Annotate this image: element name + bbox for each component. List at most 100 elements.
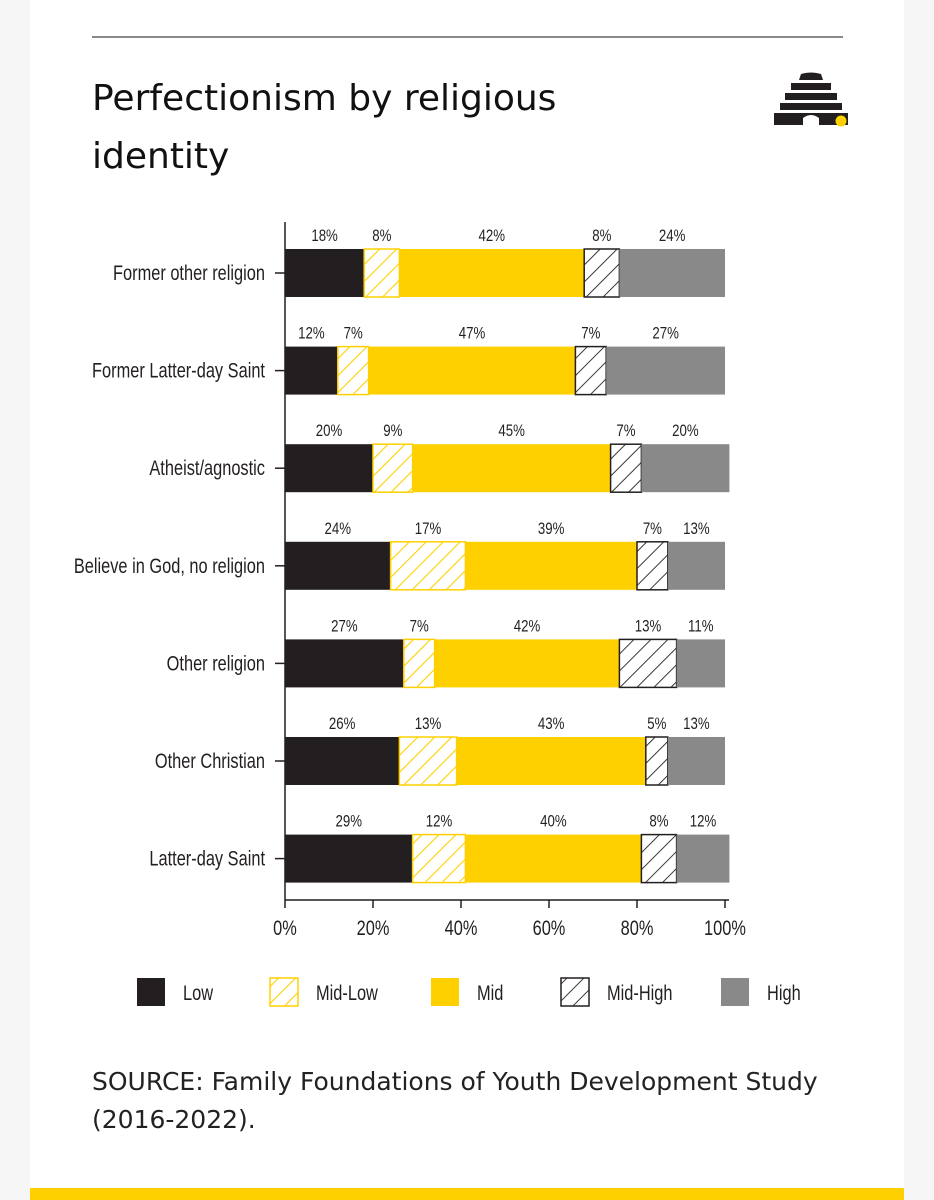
data-label: 7% [344,324,363,343]
data-label: 7% [410,617,429,636]
data-label: 13% [683,715,710,734]
category-label: Former Latter-day Saint [92,359,266,382]
category-label: Other Christian [155,749,265,772]
data-label: 40% [540,812,567,831]
bar-segment-low [285,639,404,688]
data-label: 20% [672,422,699,441]
data-label: 13% [635,617,662,636]
data-label: 42% [479,227,506,246]
data-label: 18% [311,227,338,246]
data-label: 9% [383,422,402,441]
data-label: 7% [643,519,662,538]
data-label: 29% [336,812,363,831]
bar-segment-mid [465,541,637,590]
bar-segment-mid-low [337,345,370,396]
category-label: Believe in God, no religion [74,554,265,577]
category-label: Other religion [167,651,265,674]
data-label: 7% [616,422,635,441]
x-tick-label: 20% [357,916,390,939]
bar-segment-mid-low [363,248,401,298]
source-note: SOURCE: Family Foundations of Youth Deve… [92,1067,818,1134]
bar-segment-low [285,737,400,785]
bar-segment-high [667,737,725,785]
legend-label: Low [183,981,213,1004]
bar-segment-mid-high [645,736,669,786]
x-tick-label: 80% [621,916,654,939]
data-label: 43% [538,715,565,734]
chart-title: Perfectionism by religious identity [92,78,557,177]
data-label: 8% [372,227,391,246]
x-tick-label: 60% [533,916,566,939]
data-label: 26% [329,715,356,734]
bar-segment-low [285,834,413,883]
data-label: 11% [688,617,714,636]
bar-segment-mid-low [403,638,436,689]
data-label: 7% [581,324,600,343]
data-label: 20% [316,422,343,441]
data-label: 17% [415,519,442,538]
data-label: 13% [683,519,710,538]
legend-swatch-mid [431,978,459,1006]
bar-segment-mid-high [636,541,669,591]
bar-segment-low [285,346,338,395]
beehive-logo-icon [774,72,848,127]
x-tick-label: 40% [445,916,478,939]
legend-swatch-mid-low [269,977,299,1007]
legend-label: Mid-Low [316,981,378,1004]
bar-segment-mid [465,834,642,883]
bar-segment-low [285,541,391,590]
top-divider [92,36,843,38]
legend-swatch-mid-high [560,977,590,1007]
bar-segment-high [619,249,725,297]
bar-segment-mid-low [411,833,467,884]
data-label: 8% [592,227,611,246]
data-label: 24% [325,519,352,538]
legend-swatch-high [721,978,749,1006]
data-label: 45% [498,422,525,441]
data-label: 42% [514,617,541,636]
data-label: 39% [538,519,565,538]
data-label: 24% [659,227,686,246]
category-label: Latter-day Saint [149,847,265,870]
bar-segment-low [285,249,365,297]
bar-segment-mid [412,444,611,493]
data-label: 27% [652,324,679,343]
bar-segment-mid-high [583,248,621,298]
bar-segment-high [676,834,730,883]
data-label: 27% [331,617,358,636]
x-tick-label: 100% [704,916,746,939]
chart-card: Perfectionism by religious identity SOUR… [30,0,904,1200]
bar-segment-mid [368,346,576,395]
bar-segment-mid-high [618,638,678,689]
legend-label: Mid-High [607,981,673,1004]
data-label: 8% [649,812,668,831]
bar-segment-mid [456,737,646,785]
category-label: Former other religion [113,261,265,284]
bar-segment-mid-low [389,541,467,591]
accent-bar [30,1188,904,1200]
legend-label: Mid [477,981,503,1004]
bar-segment-mid-high [609,443,643,493]
data-label: 12% [690,812,717,831]
x-tick-label: 0% [273,916,297,939]
data-label: 47% [459,324,486,343]
data-label: 12% [298,324,325,343]
bar-segment-high [641,444,730,493]
bar-segment-mid-high [640,833,678,884]
bar-segment-mid [434,639,620,688]
bars-layer: Former other religion 18% 8% 42% 8% 24% Former… [74,222,801,1007]
bar-segment-mid [399,249,585,297]
bar-segment-mid-low [372,443,414,493]
legend-label: High [767,981,801,1004]
bar-segment-mid-high [574,345,607,396]
bar-segment-high [676,639,725,688]
bar-segment-high [667,541,725,590]
bar-segment-high [606,346,725,395]
bar-segment-low [285,444,373,493]
bar-segment-mid-low [398,736,458,786]
legend-swatch-low [137,978,165,1006]
data-label: 12% [426,812,453,831]
category-label: Atheist/agnostic [149,456,265,479]
data-label: 5% [647,715,666,734]
